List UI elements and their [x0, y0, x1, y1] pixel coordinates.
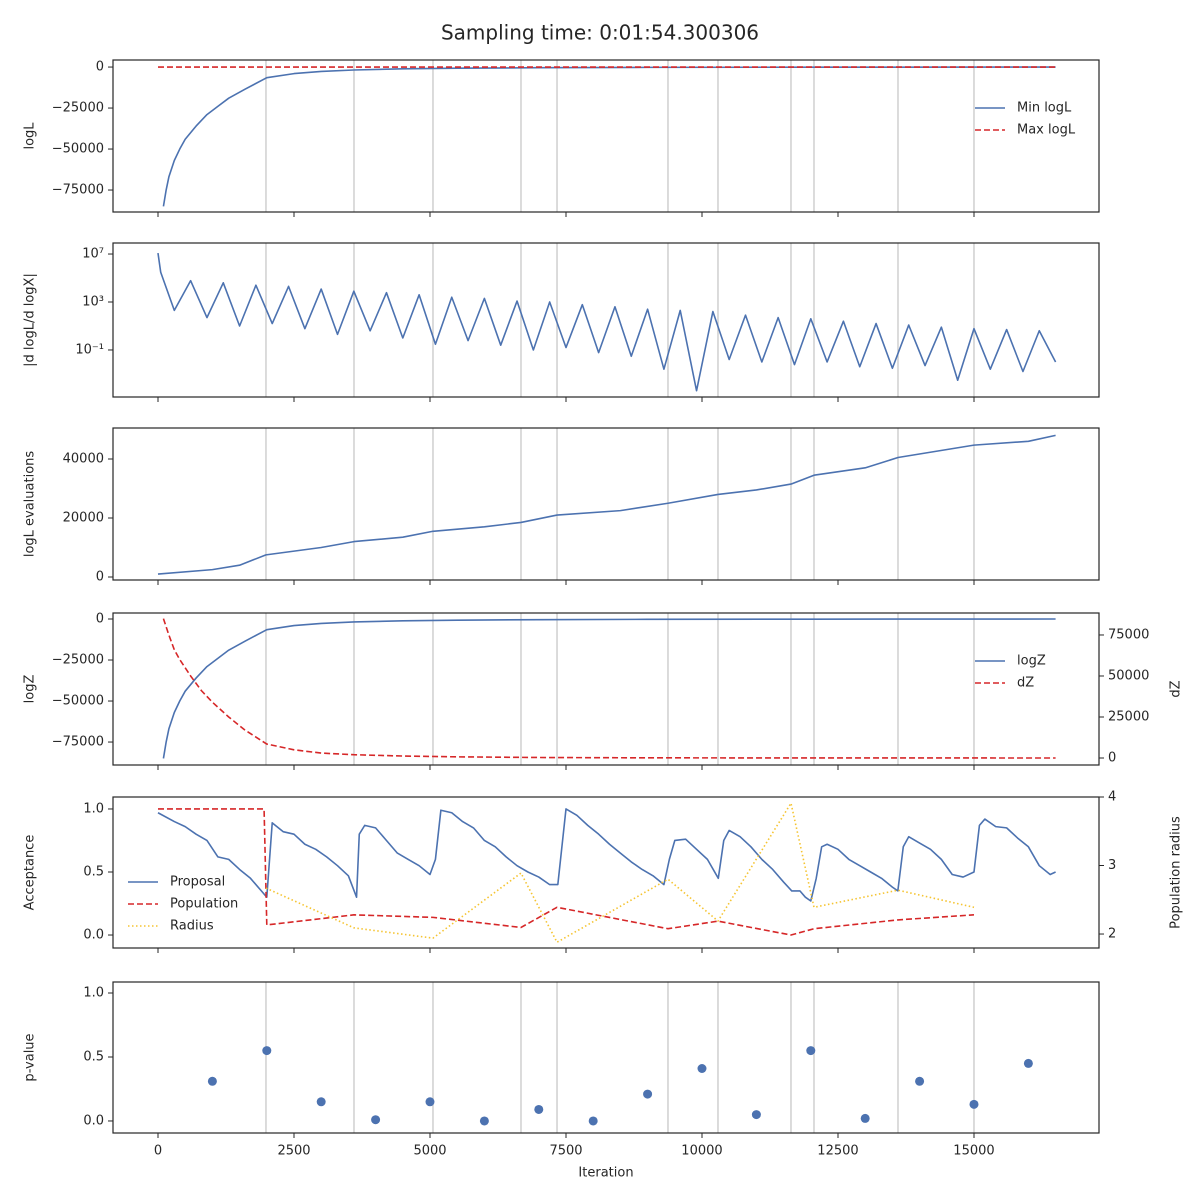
y2-tick-label: 75000 [1108, 627, 1149, 642]
x-tick-label: 5000 [413, 1144, 446, 1159]
y-tick-label: 10³ [82, 294, 104, 309]
y-axis-label: p-value [23, 1033, 38, 1081]
x-tick-label: 15000 [953, 1144, 994, 1159]
y-tick-label: −75000 [52, 735, 104, 750]
legend-label: Radius [170, 919, 214, 934]
y-axis-label: logL evaluations [23, 451, 38, 558]
y2-tick-label: 3 [1108, 858, 1116, 873]
y2-tick-label: 4 [1108, 790, 1116, 805]
point [643, 1089, 653, 1099]
legend-label: logZ [1017, 654, 1046, 669]
legend-label: Population [170, 897, 238, 912]
point [316, 1097, 326, 1107]
y-tick-label: 0 [96, 60, 104, 75]
y2-axis-label: dZ [1169, 680, 1184, 697]
y-tick-label: 10⁻¹ [75, 342, 104, 357]
point [806, 1046, 816, 1056]
point [751, 1110, 761, 1120]
y-tick-label: 40000 [63, 451, 104, 466]
y-tick-label: 20000 [63, 510, 104, 525]
point [207, 1076, 217, 1086]
y-axis-label: |d logL/d logX| [23, 273, 38, 367]
y-tick-label: −75000 [52, 183, 104, 198]
y-tick-label: 1.0 [83, 801, 104, 816]
y2-tick-label: 25000 [1108, 709, 1149, 724]
figure-title: Sampling time: 0:01:54.300306 [441, 21, 759, 45]
x-tick-label: 2500 [277, 1144, 310, 1159]
point [697, 1064, 707, 1074]
point [860, 1113, 870, 1123]
y2-tick-label: 2 [1108, 927, 1116, 942]
legend-label: dZ [1017, 676, 1034, 691]
x-tick-label: 10000 [681, 1144, 722, 1159]
y-tick-label: 1.0 [83, 986, 104, 1001]
y-tick-label: −50000 [52, 694, 104, 709]
y2-tick-label: 50000 [1108, 668, 1149, 683]
plot-frame [112, 427, 1100, 581]
point [534, 1104, 544, 1114]
point [479, 1116, 489, 1126]
y-tick-label: 0.0 [83, 928, 104, 943]
plot-frame [112, 242, 1100, 398]
legend-label: Proposal [170, 875, 225, 890]
plot-frame [112, 796, 1100, 949]
series-line [157, 808, 975, 936]
series-line [157, 252, 1057, 392]
x-tick-label: 0 [154, 1144, 162, 1159]
y-tick-label: −25000 [52, 653, 104, 668]
y-axis-label: Acceptance [23, 835, 38, 911]
point [969, 1099, 979, 1109]
point [915, 1076, 925, 1086]
y-tick-label: 0 [96, 569, 104, 584]
point [262, 1046, 272, 1056]
y2-axis-label: Population radius [1169, 816, 1184, 929]
x-tick-label: 12500 [817, 1144, 858, 1159]
point [588, 1116, 598, 1126]
y-tick-label: 0.0 [83, 1113, 104, 1128]
y-tick-label: 10⁷ [82, 247, 104, 262]
y-tick-label: −25000 [52, 101, 104, 116]
plot-frame [112, 59, 1100, 213]
series-line [162, 618, 1056, 759]
series-line [162, 618, 1056, 759]
series-line [157, 434, 1056, 575]
y2-tick-label: 0 [1108, 750, 1116, 765]
plot-frame [112, 612, 1100, 766]
y-tick-label: 0.5 [83, 864, 104, 879]
plot-frame [112, 981, 1100, 1134]
series-line [157, 808, 1056, 902]
y-axis-label: logZ [23, 675, 38, 704]
point [425, 1097, 435, 1107]
point [371, 1115, 381, 1125]
y-tick-label: 0 [96, 612, 104, 627]
x-tick-label: 7500 [549, 1144, 582, 1159]
y-axis-label: logL [23, 122, 38, 150]
legend-label: Min logL [1017, 101, 1072, 116]
x-axis-label: Iteration [578, 1166, 633, 1181]
y-tick-label: 0.5 [83, 1049, 104, 1064]
series-line [162, 66, 1056, 207]
legend-label: Max logL [1017, 123, 1076, 138]
point [1023, 1058, 1033, 1068]
y-tick-label: −50000 [52, 142, 104, 157]
